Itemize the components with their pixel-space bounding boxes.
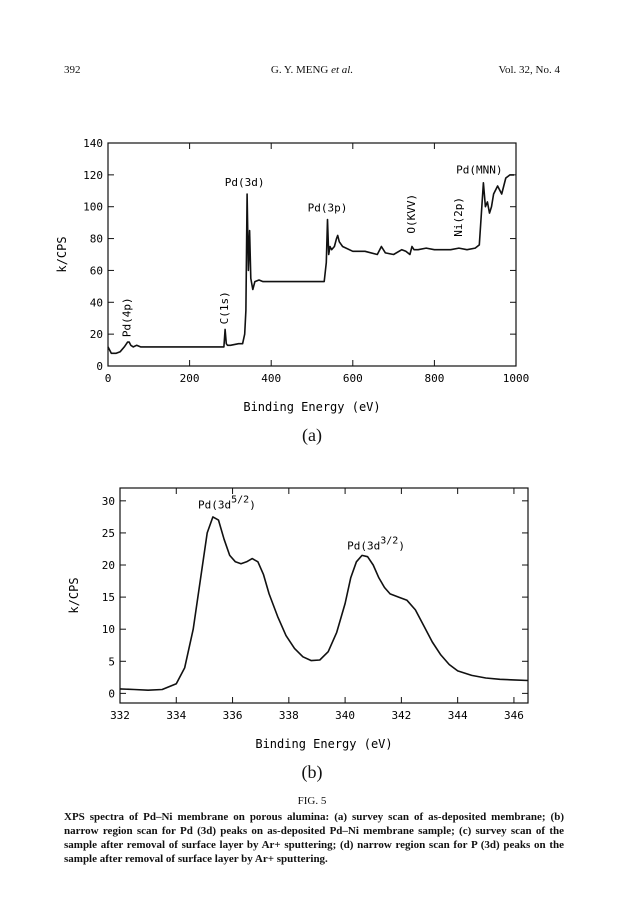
y-tick-label: 5: [108, 655, 115, 668]
page-number: 392: [64, 64, 81, 76]
y-tick-label: 15: [102, 591, 115, 604]
y-axis-label: k/CPS: [67, 577, 81, 613]
y-tick-label: 20: [90, 328, 103, 341]
x-tick-label: 334: [166, 709, 186, 722]
x-tick-label: 340: [335, 709, 355, 722]
peak-label-close: ): [249, 499, 256, 512]
y-tick-label: 120: [83, 169, 103, 182]
figure-number: FIG. 5: [297, 795, 327, 807]
peak-label: Ni(2p): [452, 197, 465, 237]
series-line: [119, 516, 529, 691]
y-tick-label: 25: [102, 527, 115, 540]
pd3d-spectrum-chart: 332 334 336 338 340 342 344 346 0 5 10 15 20 25 30 Bind…: [67, 487, 529, 751]
peak-label: Pd(4p): [121, 297, 134, 337]
x-tick-label: 200: [180, 372, 200, 385]
y-tick-label: 30: [102, 495, 115, 508]
y-tick-label: 140: [83, 137, 103, 150]
authors-suffix: et al.: [331, 64, 354, 76]
figure-caption: XPS spectra of Pd–Ni membrane on porous …: [64, 811, 564, 865]
plot-frame: [107, 142, 517, 367]
x-axis-label: Binding Energy (eV): [255, 737, 392, 751]
y-tick-label: 0: [96, 360, 103, 373]
y-tick-label: 40: [90, 296, 103, 309]
peak-label-close: ): [398, 540, 405, 553]
plot-frame: [119, 487, 529, 704]
x-tick-label: 400: [261, 372, 281, 385]
y-tick-label: 20: [102, 559, 115, 572]
panel-label-b: (b): [301, 762, 323, 782]
x-tick-label: 800: [424, 372, 444, 385]
peak-label: Pd(3d): [225, 176, 265, 189]
x-tick-label: 600: [343, 372, 363, 385]
volume-info: Vol. 32, No. 4: [498, 64, 560, 76]
x-tick-label: 332: [110, 709, 130, 722]
x-tick-label: 1000: [503, 372, 530, 385]
peak-label-main: Pd(3d: [347, 540, 380, 553]
y-tick-label: 10: [102, 623, 115, 636]
survey-spectrum-chart: 0 200 400 600 800 1000 0 20 40 60 80 100 120 140 Bindi…: [55, 137, 530, 414]
running-head: G. Y. MENG et al.: [0, 64, 624, 76]
peak-label: Pd(MNN): [456, 163, 502, 176]
x-tick-label: 0: [105, 372, 112, 385]
y-axis-label: k/CPS: [55, 236, 69, 272]
x-tick-label: 336: [223, 709, 243, 722]
y-tick-label: 0: [108, 687, 115, 700]
series-line: [107, 174, 514, 355]
x-tick-label: 344: [448, 709, 468, 722]
y-tick-label: 80: [90, 233, 103, 246]
x-axis-label: Binding Energy (eV): [243, 400, 380, 414]
peak-label: Pd(3d3/2): [347, 536, 405, 553]
peak-label: Pd(3p): [308, 201, 348, 214]
peak-label-sup: 3/2: [380, 536, 398, 547]
y-tick-label: 60: [90, 264, 103, 277]
x-tick-label: 338: [279, 709, 299, 722]
peak-label: O(KVV): [405, 194, 418, 234]
authors: G. Y. MENG: [270, 64, 329, 76]
peak-label: C(1s): [218, 291, 231, 324]
peak-label-sup: 5/2: [231, 495, 249, 506]
panel-label-a: (a): [302, 425, 322, 445]
peak-label-main: Pd(3d: [198, 499, 231, 512]
y-tick-label: 100: [83, 201, 103, 214]
x-tick-label: 342: [391, 709, 411, 722]
x-tick-label: 346: [504, 709, 524, 722]
peak-label: Pd(3d5/2): [198, 495, 256, 512]
